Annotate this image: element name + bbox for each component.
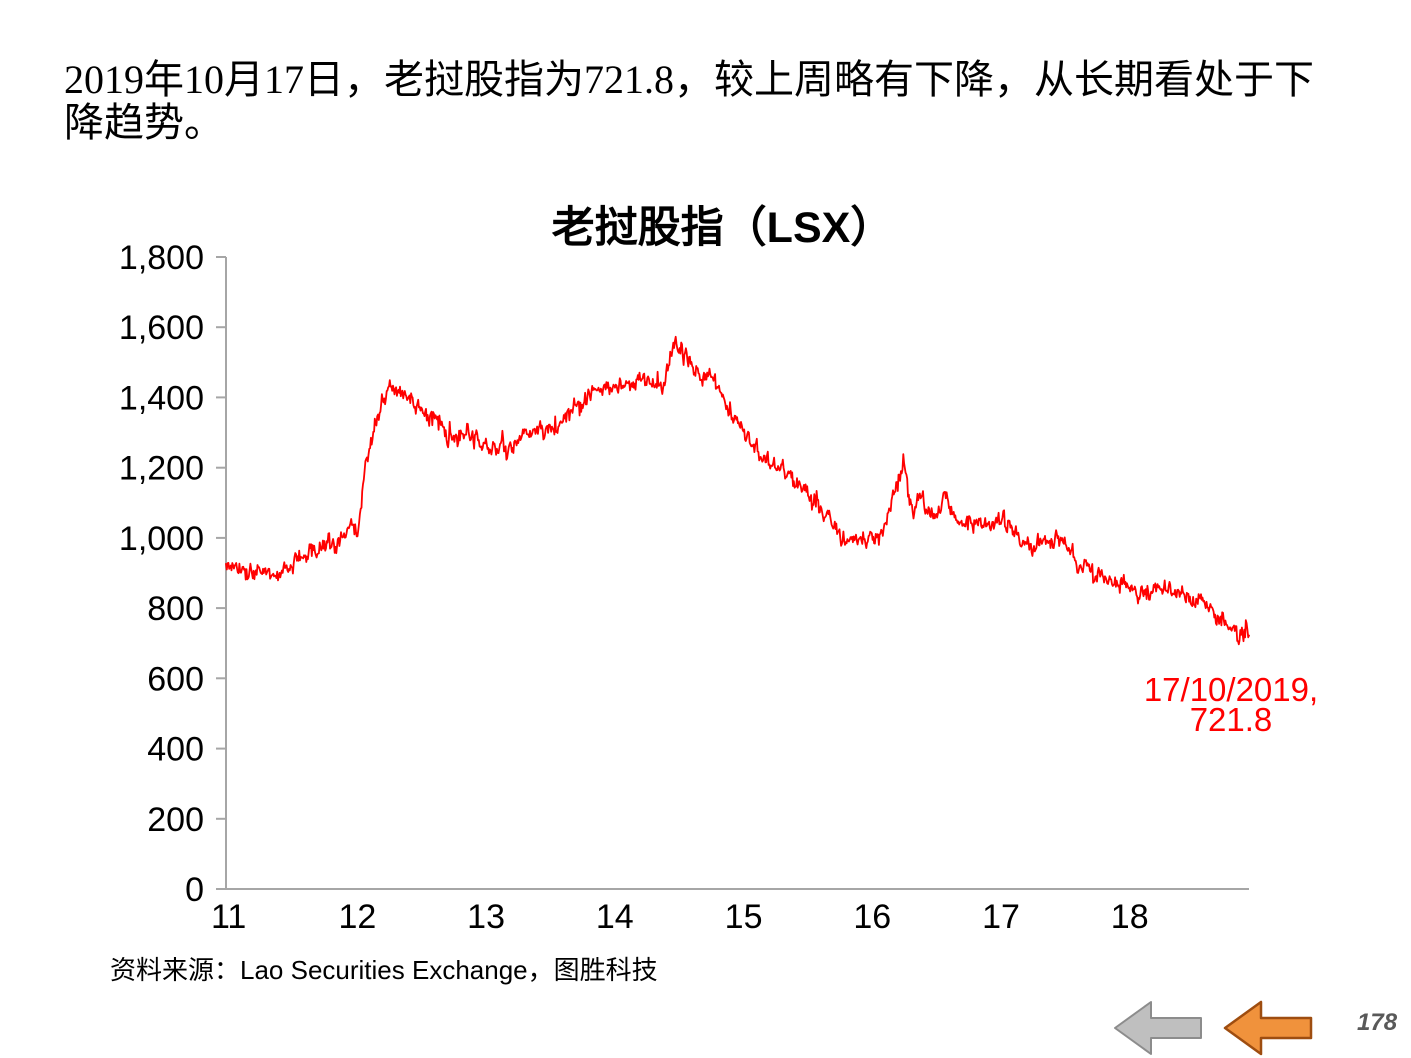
svg-text:0: 0 bbox=[185, 871, 204, 909]
svg-text:16: 16 bbox=[853, 898, 891, 936]
svg-text:13: 13 bbox=[467, 898, 505, 936]
svg-text:15: 15 bbox=[725, 898, 763, 936]
svg-text:12: 12 bbox=[338, 898, 376, 936]
svg-text:400: 400 bbox=[147, 731, 204, 769]
svg-text:11: 11 bbox=[211, 898, 246, 936]
svg-text:800: 800 bbox=[147, 590, 204, 628]
svg-text:17: 17 bbox=[982, 898, 1020, 936]
svg-text:1,200: 1,200 bbox=[119, 450, 204, 488]
svg-text:600: 600 bbox=[147, 660, 204, 698]
svg-text:721.8: 721.8 bbox=[1190, 701, 1273, 738]
svg-text:1,800: 1,800 bbox=[119, 239, 204, 277]
svg-text:1,600: 1,600 bbox=[119, 309, 204, 347]
svg-text:1,000: 1,000 bbox=[119, 520, 204, 558]
svg-text:1,400: 1,400 bbox=[119, 379, 204, 417]
svg-text:18: 18 bbox=[1111, 898, 1149, 936]
svg-text:200: 200 bbox=[147, 801, 204, 839]
svg-text:14: 14 bbox=[596, 898, 634, 936]
